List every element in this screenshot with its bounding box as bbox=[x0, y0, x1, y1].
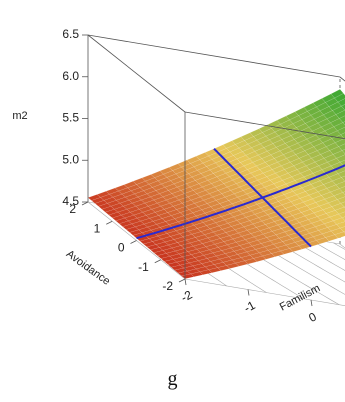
z-axis-title: m2 bbox=[12, 110, 27, 122]
y-tick bbox=[154, 259, 161, 264]
surface-facet bbox=[195, 152, 209, 160]
box-edge bbox=[184, 111, 345, 140]
x-tick bbox=[184, 278, 187, 286]
contour-line bbox=[308, 238, 345, 260]
surface-facet bbox=[249, 128, 263, 137]
surface-facet bbox=[231, 136, 245, 145]
surface-facet bbox=[240, 132, 254, 141]
x-tick bbox=[310, 299, 313, 307]
response-surface bbox=[87, 89, 345, 279]
surface-facet bbox=[87, 194, 101, 201]
y-axis-title: Avoidance bbox=[64, 248, 112, 288]
box-edge bbox=[87, 34, 186, 113]
surface-facet bbox=[168, 163, 182, 171]
highlight-lines bbox=[136, 147, 345, 248]
x-tick-label: 0 bbox=[306, 309, 319, 325]
contour-line bbox=[333, 242, 345, 250]
z-tick-label: 6.5 bbox=[62, 27, 79, 41]
y-tick-label: -1 bbox=[138, 260, 149, 274]
y-tick bbox=[81, 201, 89, 206]
x-tick bbox=[247, 289, 250, 296]
surface-facet bbox=[141, 174, 155, 182]
surface-facet bbox=[177, 159, 191, 168]
y-tick bbox=[130, 240, 137, 244]
box-edge bbox=[87, 34, 341, 78]
y-tick bbox=[106, 220, 113, 225]
surface-facet bbox=[336, 154, 345, 163]
panel-label: g bbox=[167, 368, 178, 390]
surface-facet bbox=[105, 187, 119, 195]
y-tick-label: 0 bbox=[118, 241, 125, 255]
highlight-line bbox=[213, 147, 312, 248]
surface-facet bbox=[150, 170, 164, 178]
z-tick-label: 5.0 bbox=[62, 152, 79, 166]
y-tick bbox=[178, 278, 186, 283]
z-tick-label: 4.5 bbox=[62, 194, 79, 208]
surface-facet bbox=[186, 156, 200, 164]
contour-line bbox=[282, 234, 345, 271]
x-tick-label: -1 bbox=[242, 298, 258, 316]
surface-facet bbox=[96, 191, 110, 198]
x-tick-label: -2 bbox=[179, 287, 195, 305]
surface-facet bbox=[132, 177, 146, 185]
z-tick-label: 6.0 bbox=[62, 69, 79, 83]
y-tick-label: -2 bbox=[162, 279, 173, 293]
z-tick-label: 5.5 bbox=[62, 111, 79, 125]
y-tick-label: 2 bbox=[69, 202, 76, 216]
y-tick-label: 1 bbox=[94, 221, 101, 235]
